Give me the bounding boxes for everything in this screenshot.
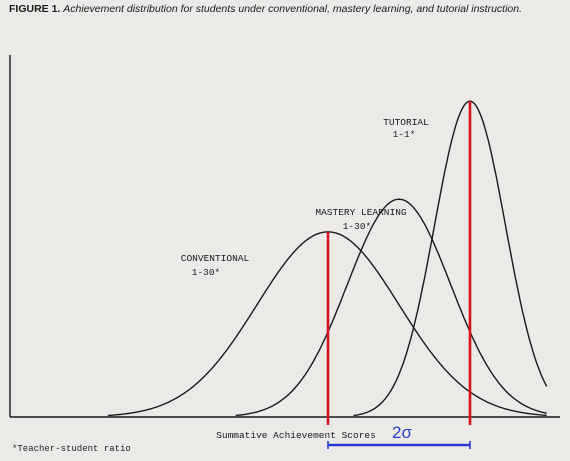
figure-number: FIGURE 1. <box>9 3 61 15</box>
tutorial-curve <box>353 100 548 417</box>
mean-markers <box>326 101 472 425</box>
tutorial-ratio-label: 1-1* <box>393 129 416 140</box>
two-sigma-annotation <box>327 441 471 449</box>
conventional-ratio-label: 1-30* <box>192 267 221 278</box>
mastery-label: MASTERY LEARNING <box>315 207 407 218</box>
conventional-label: CONVENTIONAL <box>181 253 250 264</box>
two-sigma-label: 2σ <box>392 423 412 442</box>
figure-caption-text: Achievement distribution for students un… <box>63 3 523 15</box>
footnote: *Teacher-student ratio <box>12 444 131 454</box>
figure-caption: FIGURE 1. Achievement distribution for s… <box>9 3 561 15</box>
mastery-ratio-label: 1-30* <box>343 221 372 232</box>
mastery-learning-curve <box>235 198 547 417</box>
x-axis-label: Summative Achievement Scores <box>216 430 376 441</box>
tutorial-label: TUTORIAL <box>383 117 429 128</box>
